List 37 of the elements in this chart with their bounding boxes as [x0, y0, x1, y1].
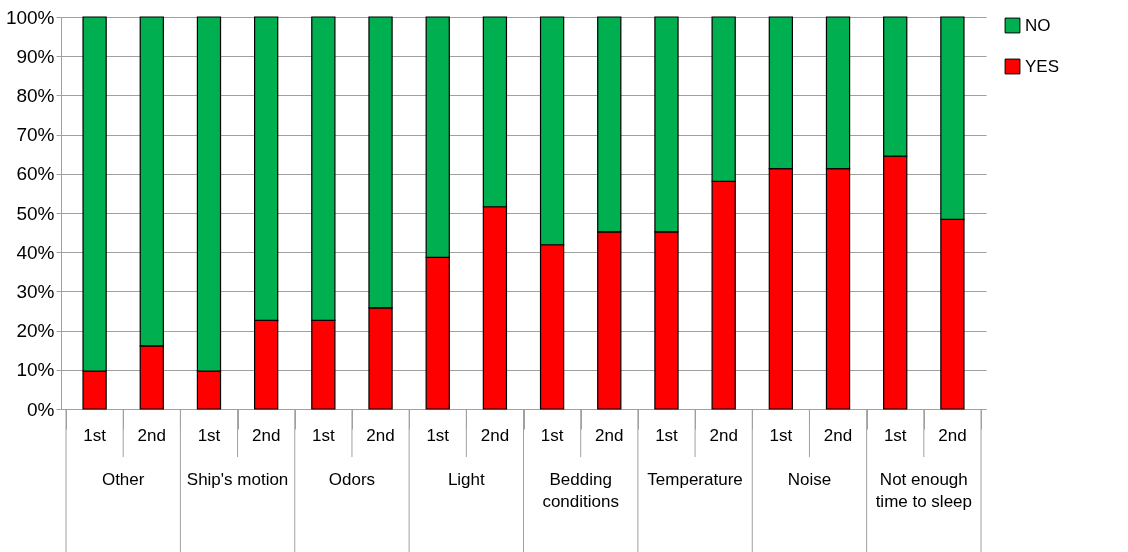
x-tick-label: 1st — [540, 426, 564, 445]
x-tick-label: 2nd — [938, 426, 967, 445]
y-tick-label: 70% — [16, 124, 55, 146]
text: Light — [447, 470, 486, 489]
x-tick-label: 1st — [426, 426, 450, 445]
x-tick-label: 2nd — [480, 426, 510, 445]
y-tick-label: 50% — [16, 202, 55, 224]
x-tick-label: 2nd — [595, 426, 624, 445]
y-tick-label: 30% — [16, 280, 55, 302]
x-tick-label: 2nd — [251, 426, 281, 445]
text: Bedding conditions — [542, 470, 619, 511]
x-tick-label: 1st — [197, 426, 221, 445]
x-tick-label: 2nd — [709, 426, 738, 445]
y-tick-label: 80% — [16, 84, 55, 106]
x-tick-label: 1st — [769, 426, 793, 445]
text: Ship's motion — [186, 470, 289, 489]
legend-label: YES — [1025, 56, 1060, 76]
y-tick-label: 10% — [16, 359, 55, 381]
text: Odors — [328, 470, 376, 489]
legend-label: NO — [1025, 15, 1051, 35]
text: Other — [101, 470, 145, 489]
text: Temperature — [647, 470, 743, 489]
text: Not enough time to sleep — [875, 470, 973, 511]
y-tick-label: 100% — [5, 6, 55, 28]
x-tick-label: 2nd — [823, 426, 853, 445]
x-tick-label: 1st — [312, 426, 335, 445]
x-tick-label: 1st — [83, 426, 107, 445]
y-tick-label: 40% — [16, 241, 55, 263]
y-tick-label: 60% — [16, 163, 55, 185]
x-tick-label: 1st — [655, 426, 679, 445]
y-tick-label: 90% — [16, 45, 55, 67]
y-tick-label: 20% — [16, 320, 55, 342]
x-tick-label: 1st — [883, 426, 907, 445]
y-tick-label: 0% — [27, 398, 55, 420]
x-tick-label: 2nd — [366, 426, 395, 445]
text: Noise — [787, 470, 832, 489]
x-tick-label: 2nd — [137, 426, 166, 445]
